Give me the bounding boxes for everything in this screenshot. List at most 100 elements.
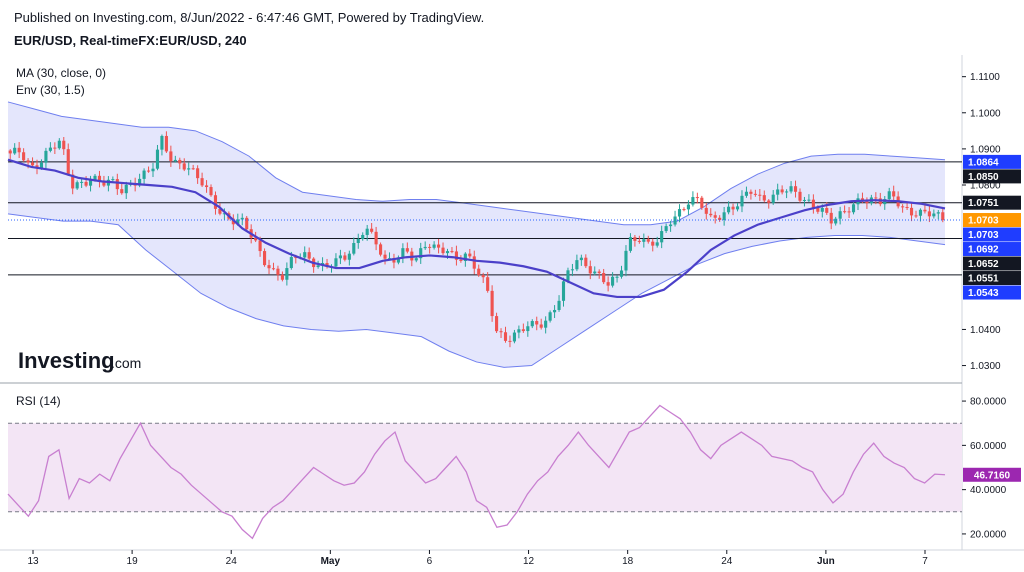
candle-body — [338, 255, 342, 259]
candle — [503, 326, 508, 343]
candle — [486, 272, 490, 293]
price-axis-label: 1.0800 — [970, 181, 1001, 192]
candle-body — [865, 201, 869, 204]
candle-body — [682, 209, 686, 211]
rsi-axis-label: 60.0000 — [970, 441, 1007, 452]
candle-body — [26, 160, 30, 163]
candle — [588, 260, 592, 280]
candle-body — [677, 209, 682, 217]
candle-body — [236, 219, 240, 225]
candle — [744, 186, 749, 198]
candle — [673, 210, 677, 227]
candle — [669, 220, 673, 232]
candle — [454, 245, 458, 266]
candle — [686, 200, 691, 216]
candle — [66, 143, 70, 177]
candle-body — [445, 251, 450, 254]
price-label-bg — [963, 271, 1021, 286]
candle-body — [13, 147, 17, 154]
candle-body — [798, 191, 802, 201]
candle — [579, 254, 583, 266]
candle-body — [178, 159, 182, 164]
candle-body — [111, 179, 115, 181]
candle-body — [932, 213, 936, 217]
candle-body — [584, 257, 588, 267]
candle — [914, 210, 918, 218]
candle-body — [575, 260, 579, 270]
candle — [499, 328, 503, 339]
rsi-legend[interactable]: RSI (14) — [16, 394, 61, 408]
candle-body — [405, 248, 409, 252]
candle — [838, 206, 842, 225]
ma-legend[interactable]: MA (30, close, 0) — [16, 66, 106, 80]
candle — [307, 247, 311, 261]
time-axis: 13 19 24 May 6 12 18 24 Jun 7 — [27, 550, 928, 567]
envelope-band — [7, 101, 946, 368]
candle — [517, 325, 521, 339]
price-axis-label: 1.1100 — [970, 72, 1000, 83]
investing-logo: Investing .com — [18, 348, 141, 373]
candle — [789, 181, 793, 194]
candle-body — [651, 241, 655, 246]
price-label-bg — [963, 227, 1021, 242]
candle-body — [44, 150, 48, 163]
price-label: 1.0850 — [968, 172, 999, 183]
candle-body — [802, 199, 807, 201]
candle — [115, 173, 119, 195]
candle — [611, 272, 615, 288]
candle-body — [887, 191, 891, 200]
candle-body — [8, 150, 12, 154]
candle — [718, 215, 722, 222]
logo-suffix: .com — [111, 355, 141, 371]
candle — [865, 197, 869, 209]
candle-body — [17, 147, 21, 153]
price-label-bg — [963, 242, 1021, 257]
candle — [651, 238, 655, 252]
candle — [343, 252, 347, 262]
candle-body — [758, 194, 762, 196]
candle-body — [557, 300, 561, 310]
candle-body — [548, 312, 552, 321]
candle-body — [294, 257, 298, 259]
candle — [356, 233, 360, 249]
candle-body — [472, 256, 476, 269]
candle-body — [664, 226, 668, 232]
candle-body — [146, 170, 151, 172]
time-axis-label: 12 — [523, 556, 535, 567]
candle — [593, 266, 597, 276]
candle-body — [124, 184, 128, 194]
candle-body — [700, 197, 704, 208]
candle — [727, 201, 731, 215]
candle-body — [718, 217, 722, 220]
candle-body — [829, 212, 833, 224]
candle — [936, 210, 940, 220]
candle — [191, 164, 195, 170]
candle-body — [343, 255, 347, 260]
candle — [365, 224, 369, 241]
candle-body — [486, 277, 490, 291]
candle — [334, 253, 338, 269]
candle-body — [637, 240, 641, 242]
candle-body — [93, 175, 97, 181]
candle-body — [749, 191, 753, 194]
candle — [793, 180, 798, 198]
candle — [646, 235, 650, 244]
candle-body — [222, 213, 226, 215]
candle — [584, 254, 588, 269]
candle-body — [539, 324, 543, 328]
env-legend[interactable]: Env (30, 1.5) — [16, 83, 85, 97]
candle-body — [316, 265, 320, 268]
candle-body — [597, 271, 601, 274]
candle-body — [75, 182, 79, 189]
candle — [597, 269, 601, 279]
candle-body — [776, 189, 780, 195]
candle — [262, 248, 267, 267]
candle — [923, 205, 927, 214]
candle-body — [245, 217, 249, 230]
envelope-fill — [8, 101, 945, 368]
candle-body — [570, 269, 574, 271]
candle — [570, 263, 574, 277]
rsi-axis-label: 40.0000 — [970, 485, 1007, 496]
candle-body — [731, 206, 735, 210]
